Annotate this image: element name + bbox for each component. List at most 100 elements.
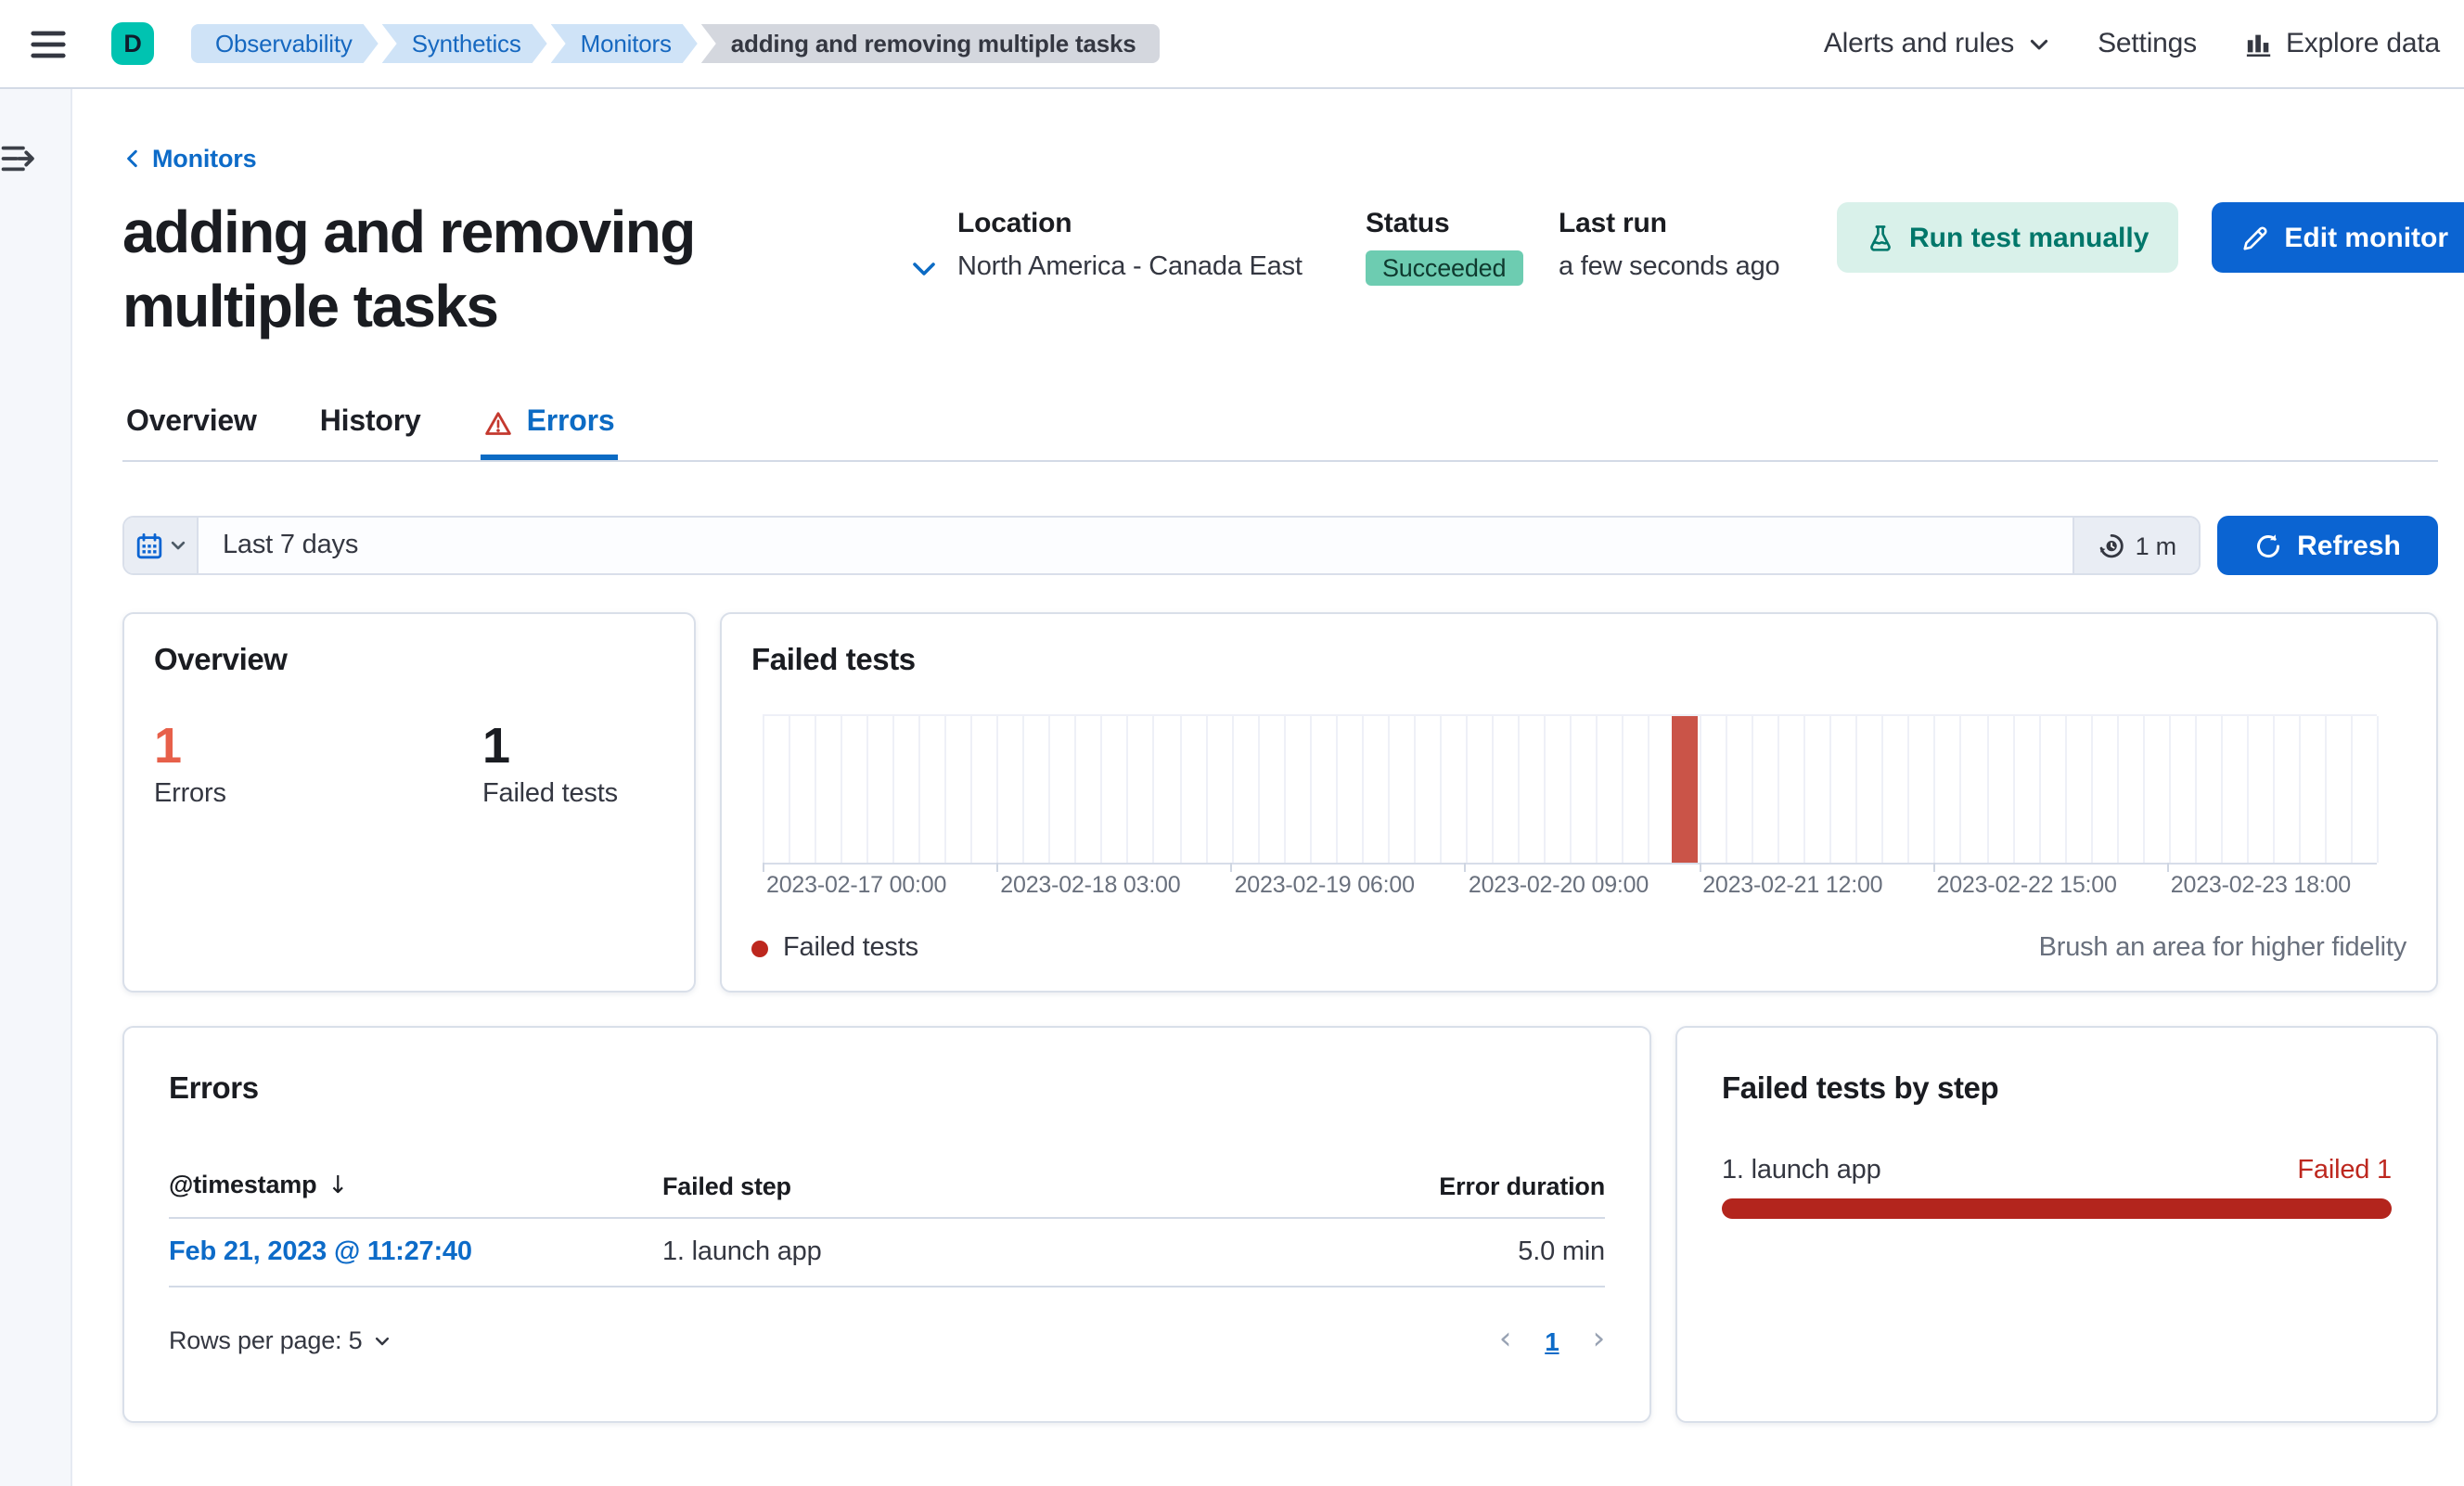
axis-tick-label: 2023-02-19 06:00 xyxy=(1234,872,1415,898)
run-test-label: Run test manually xyxy=(1909,222,2150,253)
gridline xyxy=(2377,716,2379,863)
overview-panel-title: Overview xyxy=(154,644,288,677)
alerts-and-rules-menu[interactable]: Alerts and rules xyxy=(1824,28,2049,59)
status-badge: Succeeded xyxy=(1366,250,1523,286)
previous-page-button[interactable]: ‹ xyxy=(1498,1321,1512,1358)
gridline xyxy=(1881,716,1884,863)
gridline xyxy=(1465,716,1468,863)
title-chevron-down-icon[interactable] xyxy=(909,254,939,284)
chart-plot-area[interactable] xyxy=(763,714,2379,872)
settings-link[interactable]: Settings xyxy=(2098,28,2197,59)
breadcrumb-item[interactable]: Observability xyxy=(191,24,379,63)
chart-x-axis-labels: 2023-02-17 00:00 2023-02-18 03:00 2023-02-… xyxy=(763,872,2377,913)
monitor-meta: Location North America - Canada East Sta… xyxy=(957,195,1837,286)
gridline xyxy=(1986,716,1989,863)
run-test-manually-button[interactable]: Run test manually xyxy=(1837,202,2179,273)
errors-panel-title: Errors xyxy=(169,1072,259,1106)
back-link-label: Monitors xyxy=(152,145,257,173)
gridline xyxy=(763,716,764,863)
gridline xyxy=(841,716,843,863)
chevron-down-icon xyxy=(168,536,186,555)
gridline xyxy=(1257,716,1260,863)
gridline xyxy=(1596,716,1598,863)
chart-legend[interactable]: Failed tests xyxy=(751,933,918,963)
column-header-error-duration[interactable]: Error duration xyxy=(1439,1172,1605,1199)
menu-button[interactable] xyxy=(0,0,96,88)
status-label: Status xyxy=(1366,208,1450,239)
error-timestamp-link[interactable]: Feb 21, 2023 @ 11:27:40 xyxy=(169,1237,472,1267)
step-name: 1. launch app xyxy=(1722,1156,1881,1185)
gridline xyxy=(1309,716,1312,863)
gridline xyxy=(918,716,921,863)
gridline xyxy=(996,716,999,863)
gridline xyxy=(1335,716,1338,863)
failed-tests-chart: 2023-02-17 00:00 2023-02-18 03:00 2023-02-… xyxy=(763,714,2379,913)
tab-bar: Overview History Errors xyxy=(122,391,2438,462)
back-to-monitors-link[interactable]: Monitors xyxy=(122,145,257,173)
gridline xyxy=(1570,716,1572,863)
refresh-interval-button[interactable]: 1 m xyxy=(2072,518,2199,573)
tab-history[interactable]: History xyxy=(316,391,425,460)
gridline xyxy=(815,716,817,863)
gridline xyxy=(2012,716,2015,863)
rows-per-page-label: Rows per page: 5 xyxy=(169,1326,363,1354)
refresh-icon xyxy=(2254,532,2282,559)
gridline xyxy=(1622,716,1624,863)
gridline xyxy=(1413,716,1416,863)
step-failed-count: Failed 1 xyxy=(2297,1156,2392,1185)
axis-tick xyxy=(1464,863,1467,872)
axis-tick xyxy=(1699,863,1701,872)
failed-tests-chart-panel: Failed tests 2023-02-17 00:00 2023-02-18 … xyxy=(720,612,2438,993)
gridline xyxy=(2246,716,2249,863)
gridline xyxy=(1752,716,1754,863)
axis-tick xyxy=(1230,863,1233,872)
gridline xyxy=(2220,716,2223,863)
main-content: Monitors adding and removing multiple ta… xyxy=(72,89,2464,1486)
breadcrumb-item[interactable]: Monitors xyxy=(551,24,698,63)
gridline xyxy=(1907,716,1910,863)
explore-data-link[interactable]: Explore data xyxy=(2245,28,2440,59)
tab-overview[interactable]: Overview xyxy=(122,391,261,460)
axis-tick-label: 2023-02-17 00:00 xyxy=(766,872,947,898)
edit-monitor-button[interactable]: Edit monitor xyxy=(2212,202,2464,273)
stat-value: 1 xyxy=(482,718,510,774)
gridline xyxy=(1855,716,1858,863)
top-header: D Observability Synthetics Monitors adding … xyxy=(0,0,2464,89)
column-header-timestamp[interactable]: @timestamp ↓ xyxy=(169,1171,348,1200)
date-picker-quick-select-button[interactable] xyxy=(124,518,199,573)
overview-stats: 1 Errors 1 Failed tests xyxy=(154,718,664,809)
bar-chart-icon xyxy=(2245,30,2273,58)
failed-test-bar[interactable] xyxy=(1671,716,1698,863)
gridline xyxy=(944,716,947,863)
gridline xyxy=(1022,716,1025,863)
stat-label: Failed tests xyxy=(482,779,618,809)
expand-sidebar-button[interactable] xyxy=(0,141,37,176)
gridline xyxy=(2090,716,2093,863)
time-range-value[interactable]: Last 7 days xyxy=(223,531,359,560)
refresh-interval-value: 1 m xyxy=(2135,532,2177,559)
axis-tick-label: 2023-02-18 03:00 xyxy=(1000,872,1181,898)
warning-icon xyxy=(484,409,512,437)
brush-hint: Brush an area for higher fidelity xyxy=(2038,933,2407,963)
tab-errors[interactable]: Errors xyxy=(480,391,619,460)
next-page-button[interactable]: › xyxy=(1592,1321,1606,1358)
gridline xyxy=(1829,716,1832,863)
stat-label: Errors xyxy=(154,779,226,809)
tab-label: History xyxy=(319,406,421,438)
space-avatar[interactable]: D xyxy=(111,22,154,65)
breadcrumb-item[interactable]: Synthetics xyxy=(382,24,547,63)
gridline xyxy=(2194,716,2197,863)
axis-tick xyxy=(763,863,764,872)
column-header-failed-step[interactable]: Failed step xyxy=(662,1172,791,1199)
step-failure-bar xyxy=(1722,1198,2392,1219)
rows-per-page-button[interactable]: Rows per page: 5 xyxy=(169,1326,391,1354)
gridline xyxy=(1543,716,1546,863)
gridline xyxy=(1726,716,1728,863)
flask-icon xyxy=(1867,224,1894,251)
date-picker: Last 7 days 1 m xyxy=(122,516,2201,575)
page-title: adding and removing multiple tasks xyxy=(122,199,696,339)
refresh-button[interactable]: Refresh xyxy=(2217,516,2438,575)
chart-panel-title: Failed tests xyxy=(751,644,916,677)
page-number[interactable]: 1 xyxy=(1545,1326,1559,1355)
overview-stat: 1 Failed tests xyxy=(482,718,618,809)
